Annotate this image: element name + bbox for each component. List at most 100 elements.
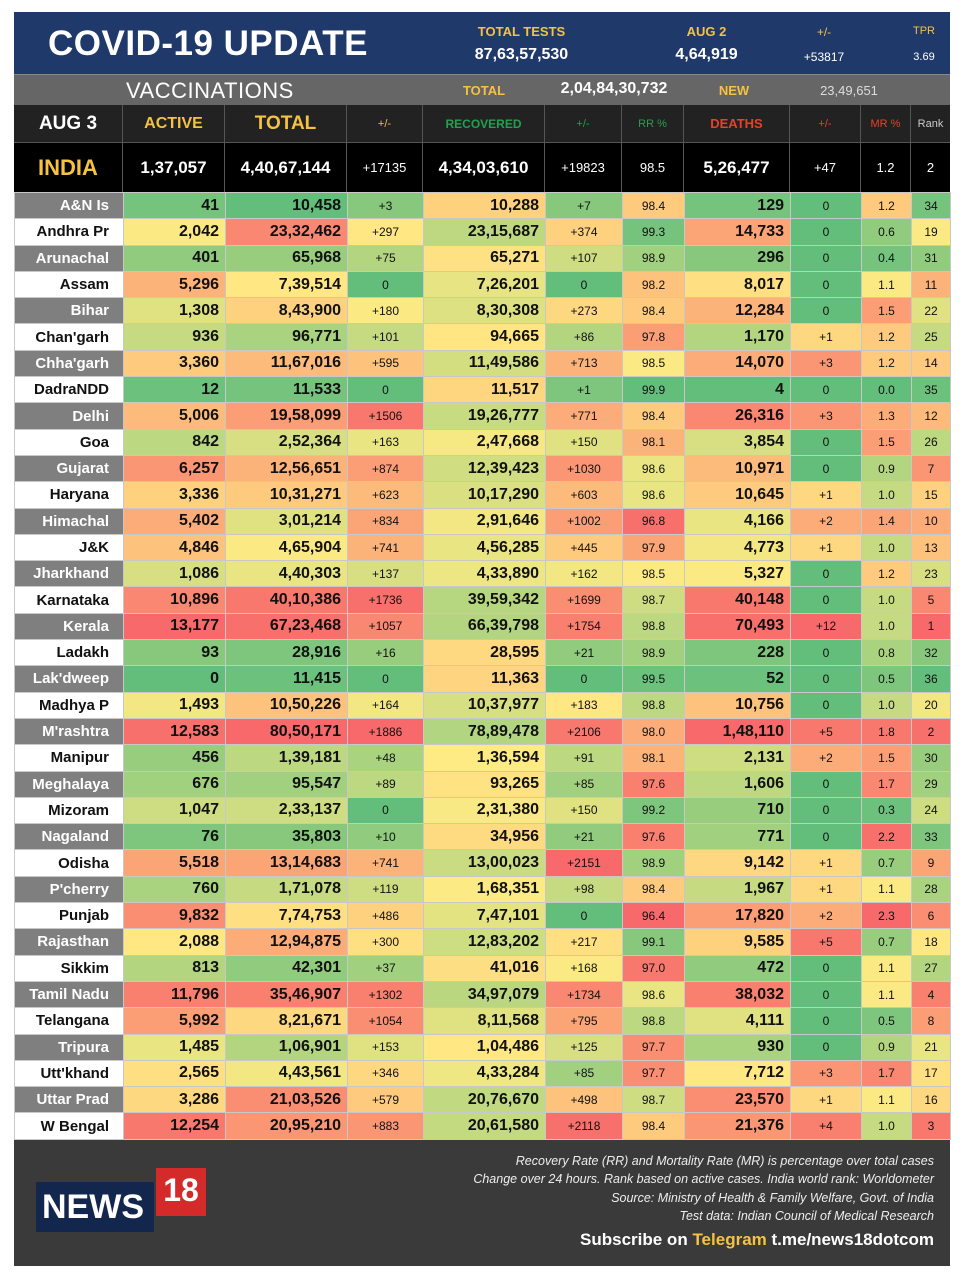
total-cell: 35,803 xyxy=(225,823,348,851)
telegram-link[interactable]: t.me/news18dotcom xyxy=(771,1229,935,1249)
deaths-change-cell: +2 xyxy=(790,902,862,930)
recovered-change-cell: +1734 xyxy=(545,980,623,1009)
deaths-change-cell: +2 xyxy=(790,507,862,535)
deaths-cell: 1,48,110 xyxy=(684,717,791,746)
footnote: Source: Ministry of Health & Family Welf… xyxy=(611,1190,934,1205)
table-row: A&N Is 41 10,458 +3 10,288 +7 98.4 129 0 1.2 34 xyxy=(14,191,951,220)
active-cell: 456 xyxy=(123,744,226,772)
recovery-rate-cell: 98.4 xyxy=(622,191,685,220)
active-cell: 6,257 xyxy=(123,454,226,483)
total-cell: 4,65,904 xyxy=(225,533,348,562)
active-header: ACTIVE xyxy=(123,105,225,142)
deaths-cell: 40,148 xyxy=(684,586,791,614)
deaths-change-cell: +5 xyxy=(790,928,862,956)
table-row: Telangana 5,992 8,21,671 +1054 8,11,568 +795 9… xyxy=(14,1007,951,1035)
vaccinations-label: VACCINATIONS xyxy=(126,78,294,103)
state-name-cell: Bihar xyxy=(14,297,124,325)
india-active: 1,37,057 xyxy=(123,143,225,192)
table-row: DadraNDD 12 11,533 0 11,517 +1 99.9 4 0 0.0 35 xyxy=(14,376,951,404)
rank-cell: 2 xyxy=(911,717,951,746)
india-recovered: 4,34,03,610 xyxy=(423,143,545,192)
state-name-cell: Kerala xyxy=(14,612,124,641)
recovered-cell: 8,11,568 xyxy=(423,1007,546,1035)
recovered-change-cell: +795 xyxy=(545,1007,623,1035)
rank-cell: 7 xyxy=(911,454,951,483)
recovered-cell: 1,04,486 xyxy=(423,1033,546,1061)
total-change-cell: +163 xyxy=(347,428,424,456)
rank-cell: 3 xyxy=(911,1112,951,1140)
total-change-cell: +874 xyxy=(347,454,424,483)
total-change-cell: +486 xyxy=(347,902,424,930)
deaths-cell: 23,570 xyxy=(684,1086,791,1114)
recovered-cell: 41,016 xyxy=(423,954,546,982)
recovery-rate-cell: 98.8 xyxy=(622,691,685,719)
total-change-cell: +1057 xyxy=(347,612,424,641)
india-mortality-rate: 1.2 xyxy=(861,143,911,192)
active-cell: 1,308 xyxy=(123,297,226,325)
active-cell: 1,086 xyxy=(123,560,226,588)
total-change-cell: +346 xyxy=(347,1059,424,1088)
mortality-rate-cell: 1.7 xyxy=(861,1059,912,1088)
change-value: +53817 xyxy=(803,50,845,64)
recovery-rate-cell: 98.6 xyxy=(622,980,685,1009)
change-label: +/- xyxy=(816,25,832,39)
table-row: Madhya P 1,493 10,50,226 +164 10,37,977 +183 9… xyxy=(14,691,951,719)
active-cell: 4,846 xyxy=(123,533,226,562)
total-change-cell: +164 xyxy=(347,691,424,719)
deaths-change-cell: +4 xyxy=(790,1112,862,1140)
table-row: J&K 4,846 4,65,904 +741 4,56,285 +445 97.9 4,77… xyxy=(14,533,951,562)
deaths-cell: 4,773 xyxy=(684,533,791,562)
deaths-change-cell: +3 xyxy=(790,1059,862,1088)
mortality-rate-cell: 0.9 xyxy=(861,1033,912,1061)
state-name-cell: DadraNDD xyxy=(14,376,124,404)
total-change-cell: +101 xyxy=(347,323,424,351)
rank-cell: 4 xyxy=(911,980,951,1009)
table-row: Haryana 3,336 10,31,271 +623 10,17,290 +603 98… xyxy=(14,481,951,509)
table-row: Mizoram 1,047 2,33,137 0 2,31,380 +150 99.2 710… xyxy=(14,796,951,825)
state-name-cell: W Bengal xyxy=(14,1112,124,1140)
total-cell: 4,43,561 xyxy=(225,1059,348,1088)
mortality-rate-cell: 1.0 xyxy=(861,586,912,614)
india-state-name: INDIA xyxy=(14,143,123,192)
total-cell: 7,39,514 xyxy=(225,270,348,299)
rank-cell: 8 xyxy=(911,1007,951,1035)
recovered-cell: 66,39,798 xyxy=(423,612,546,641)
deaths-change-header: +/- xyxy=(790,105,861,142)
deaths-change-cell: 0 xyxy=(790,454,862,483)
active-cell: 1,047 xyxy=(123,796,226,825)
mortality-rate-cell: 1.2 xyxy=(861,560,912,588)
deaths-change-cell: +3 xyxy=(790,402,862,430)
table-row: Odisha 5,518 13,14,683 +741 13,00,023 +2151 98… xyxy=(14,849,951,877)
state-name-cell: Chha'garh xyxy=(14,349,124,378)
total-cell: 19,58,099 xyxy=(225,402,348,430)
deaths-change-cell: 0 xyxy=(790,823,862,851)
active-cell: 12,583 xyxy=(123,717,226,746)
footnote: Recovery Rate (RR) and Mortality Rate (M… xyxy=(515,1153,934,1168)
recovered-change-cell: +7 xyxy=(545,191,623,220)
deaths-change-cell: 0 xyxy=(790,639,862,667)
recovered-change-cell: +1030 xyxy=(545,454,623,483)
active-cell: 5,402 xyxy=(123,507,226,535)
recovery-rate-cell: 98.8 xyxy=(622,1007,685,1035)
total-header: TOTAL xyxy=(225,105,347,142)
recovered-cell: 20,76,670 xyxy=(423,1086,546,1114)
table-row: Lak'dweep 0 11,415 0 11,363 0 99.5 52 0 0.5 36 xyxy=(14,665,951,693)
footnotes: Recovery Rate (RR) and Mortality Rate (M… xyxy=(473,1152,934,1226)
active-cell: 676 xyxy=(123,770,226,798)
total-cell: 11,533 xyxy=(225,376,348,404)
active-cell: 0 xyxy=(123,665,226,693)
recovered-change-cell: 0 xyxy=(545,902,623,930)
rank-cell: 13 xyxy=(911,533,951,562)
recovered-cell: 2,47,668 xyxy=(423,428,546,456)
header-banner: COVID-19 UPDATE TOTAL TESTS 87,63,57,530… xyxy=(14,12,950,74)
active-cell: 2,565 xyxy=(123,1059,226,1088)
recovered-cell: 1,68,351 xyxy=(423,875,546,904)
mortality-rate-cell: 1.0 xyxy=(861,1112,912,1140)
deaths-change-cell: 0 xyxy=(790,297,862,325)
table-row: Gujarat 6,257 12,56,651 +874 12,39,423 +1030 9… xyxy=(14,454,951,483)
deaths-change-cell: 0 xyxy=(790,796,862,825)
total-cell: 1,71,078 xyxy=(225,875,348,904)
recovered-change-cell: +1002 xyxy=(545,507,623,535)
recovered-cell: 13,00,023 xyxy=(423,849,546,877)
deaths-change-cell: 0 xyxy=(790,191,862,220)
